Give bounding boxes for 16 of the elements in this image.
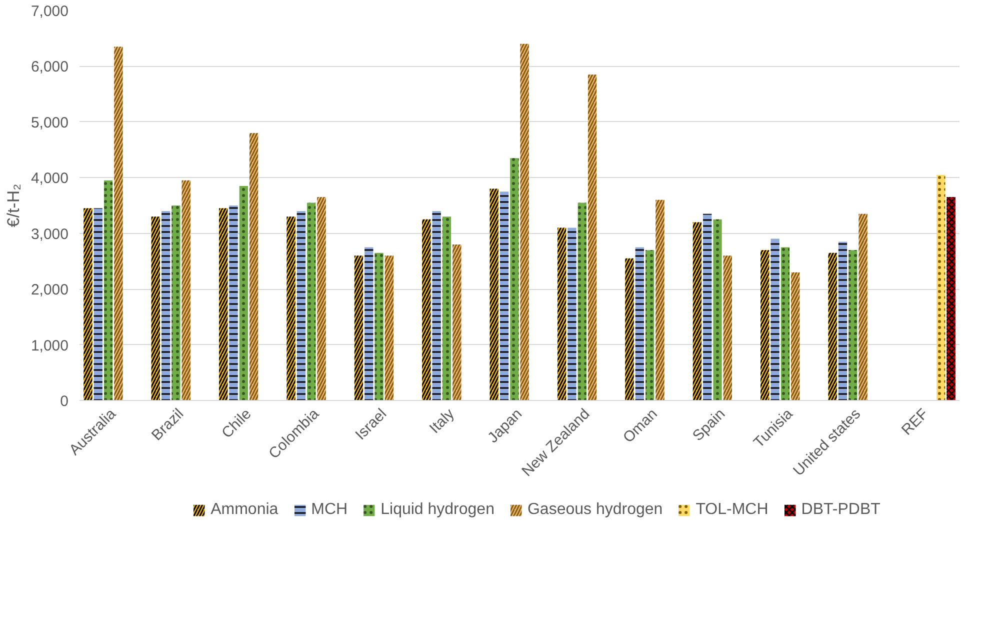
x-tick-label: Italy xyxy=(426,405,458,437)
legend-label: MCH xyxy=(311,501,348,519)
y-tick-label: 4,000 xyxy=(30,170,69,188)
legend-label: TOL-MCH xyxy=(696,501,768,519)
y-tick-label: 1,000 xyxy=(30,337,69,354)
legend-label: Gaseous hydrogen xyxy=(527,501,663,519)
y-tick-label: 7,000 xyxy=(30,3,69,20)
y-tick-label: 5,000 xyxy=(30,114,69,132)
y-tick-label: 0 xyxy=(60,393,68,410)
legend-label: DBT-PDBT xyxy=(801,501,880,519)
y-axis-title: €/t-H₂ xyxy=(4,184,23,228)
y-tick-label: 6,000 xyxy=(30,58,69,76)
y-tick-label: 3,000 xyxy=(30,226,69,243)
legend-label: Ammonia xyxy=(210,501,278,519)
legend-label: Liquid hydrogen xyxy=(380,501,494,519)
y-tick-label: 2,000 xyxy=(30,282,69,299)
